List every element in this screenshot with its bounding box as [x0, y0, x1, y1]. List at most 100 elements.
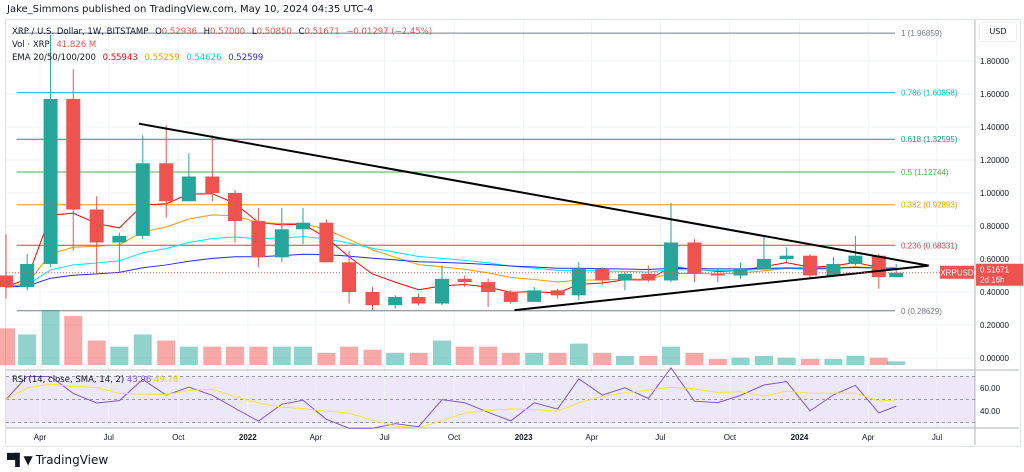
symbol-title[interactable]: XRP / U.S. Dollar, 1W, BITSTAMP: [12, 27, 149, 37]
volume-bar: [18, 334, 37, 365]
volume-bar: [661, 346, 680, 365]
candle: [89, 196, 104, 274]
tradingview-logo: ▀▌▼ TradingView: [7, 453, 109, 467]
fib-level-label: 0.618 (1.32595): [901, 135, 958, 144]
volume-bar: [846, 355, 865, 365]
volume-bar: [708, 358, 727, 365]
candle-body: [112, 235, 127, 243]
open-value: 0.52936: [161, 27, 197, 37]
volume-bar: [41, 310, 60, 365]
rsi-tick-label: 40.00: [980, 407, 1001, 416]
volume-bar: [479, 346, 498, 365]
candle: [481, 278, 496, 307]
time-tick-label: 2022: [239, 433, 257, 442]
candle-body: [342, 262, 357, 292]
volume-bar: [639, 355, 658, 365]
rsi-label[interactable]: RSI (14, close, SMA, 14, 2): [12, 375, 125, 385]
low-value: 0.50850: [256, 27, 292, 37]
candle: [663, 202, 678, 283]
fib-level-label: 0.236 (0.68331): [901, 241, 958, 250]
candle-body: [571, 268, 586, 296]
candle: [826, 257, 841, 278]
candle-body: [435, 278, 450, 304]
ema20-value: 0.55943: [102, 53, 138, 63]
candle: [365, 287, 380, 311]
rsi-band: [6, 377, 975, 422]
volume-bar: [593, 352, 612, 365]
triangle-trendline: [138, 122, 929, 267]
candle-body: [89, 209, 104, 243]
time-tick-label: Apr: [310, 433, 323, 442]
volume-value: 41.826 M: [56, 40, 97, 50]
volume-bar: [317, 352, 336, 365]
volume-bar: [64, 316, 83, 365]
time-tick-label: Oct: [448, 433, 461, 442]
time-tick-label: 2023: [515, 433, 533, 442]
candle: [756, 235, 771, 269]
candle-body: [295, 222, 310, 230]
triangle-trendline: [514, 264, 929, 312]
last-price-badge: [976, 263, 1023, 286]
candle: [112, 232, 127, 273]
rsi-line: [5, 367, 897, 429]
time-tick-label: Oct: [172, 433, 185, 442]
ema50-value: 0.55259: [144, 53, 180, 63]
symbol-tag: XRPUSD: [940, 269, 974, 278]
tv-logo-icon: ▀▌▼: [7, 453, 33, 467]
high-value: 0.57000: [210, 27, 246, 37]
volume-bar: [249, 346, 268, 365]
volume-bar: [272, 346, 291, 365]
candle: [687, 239, 702, 283]
volume-bar: [87, 340, 106, 365]
candle-body: [756, 259, 771, 269]
candle-body: [871, 255, 886, 278]
change-value: −0.01297 (−2.45%): [346, 27, 433, 37]
price-tick-label: 1.40000: [980, 123, 1009, 132]
price-tick-label: 0.60000: [980, 255, 1009, 264]
candle-body: [687, 242, 702, 274]
candle: [0, 234, 13, 299]
candle: [550, 288, 565, 299]
candle: [527, 287, 542, 302]
low-label: L: [251, 27, 257, 37]
candle: [779, 247, 794, 263]
rsi-sma-line: [5, 383, 897, 429]
ema100-value: 0.54626: [186, 53, 222, 63]
fib-level-label: 1 (1.96859): [901, 29, 942, 38]
candle-body: [595, 268, 610, 281]
symbol-tag-bg: [940, 265, 974, 279]
volume-bar: [157, 340, 176, 365]
candle-body: [159, 163, 174, 202]
price-tick-label: 1.00000: [980, 189, 1009, 198]
volume-bar: [179, 346, 198, 365]
candle: [43, 34, 58, 268]
time-tick-label: Jul: [104, 433, 114, 442]
candle-body: [0, 275, 13, 288]
volume-bar: [433, 340, 452, 365]
volume-bar: [386, 352, 405, 365]
volume-bar: [731, 357, 750, 365]
volume-legend: Vol · XRP 41.826 M: [12, 40, 100, 50]
ema200-value: 0.52599: [228, 53, 264, 63]
candle: [181, 153, 196, 202]
volume-label[interactable]: Vol · XRP: [12, 40, 50, 50]
candle-body: [365, 292, 380, 306]
candle: [20, 254, 35, 291]
ema-label[interactable]: EMA 20/50/100/200: [12, 53, 96, 63]
candle: [411, 293, 426, 306]
volume-bar: [0, 328, 15, 365]
candle-body: [66, 98, 81, 210]
price-tick-label: 0.20000: [980, 321, 1009, 330]
close-label: C: [298, 27, 305, 37]
candle: [503, 290, 518, 304]
open-label: O: [155, 27, 162, 37]
candle-body: [251, 221, 266, 258]
rsi-legend: RSI (14, close, SMA, 14, 2) 43.96 49.78: [12, 375, 178, 385]
rsi-tick-label: 60.00: [980, 384, 1001, 393]
currency-button[interactable]: USD: [979, 22, 1017, 42]
time-tick-label: Jul: [655, 433, 665, 442]
fib-level-label: 0 (0.28629): [901, 307, 942, 316]
time-tick-label: Apr: [34, 433, 47, 442]
price-tick-label: 0.00000: [980, 354, 1009, 363]
